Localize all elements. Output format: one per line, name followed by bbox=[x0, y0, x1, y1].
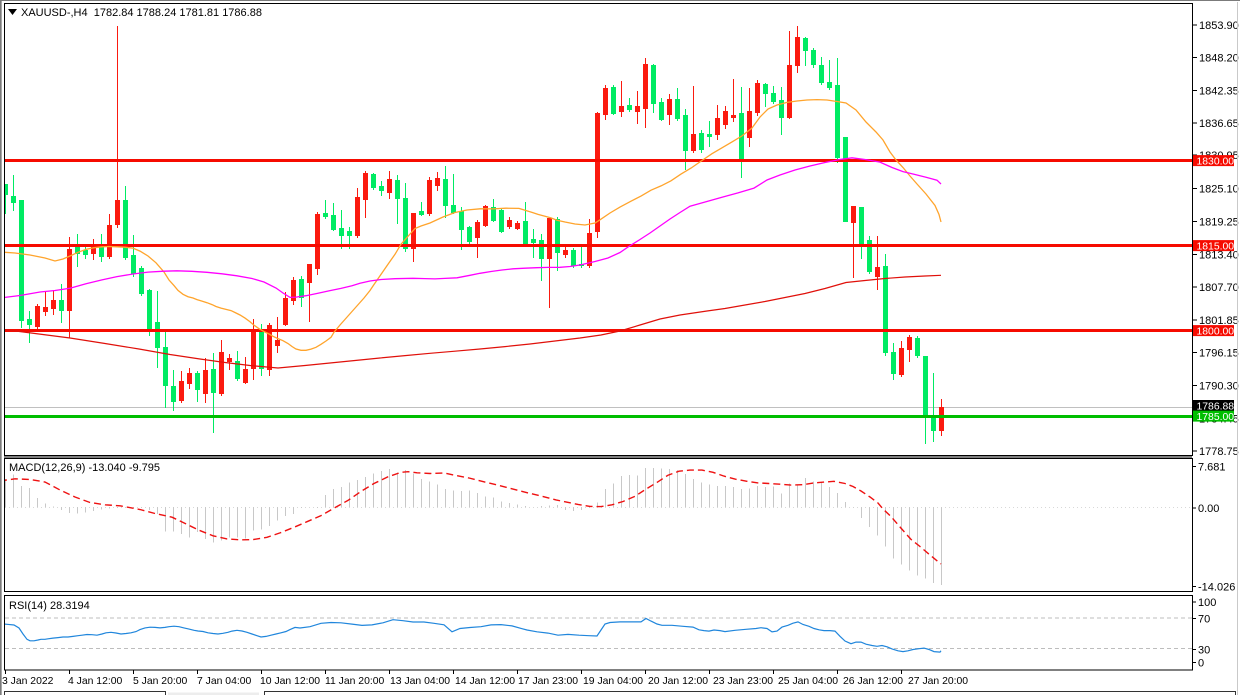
svg-text:17 Jan 23:00: 17 Jan 23:00 bbox=[518, 676, 578, 687]
svg-text:-14.026: -14.026 bbox=[1198, 581, 1235, 593]
svg-text:7 Jan 04:00: 7 Jan 04:00 bbox=[197, 676, 252, 687]
svg-text:11 Jan 20:00: 11 Jan 20:00 bbox=[325, 676, 385, 687]
svg-text:14 Jan 12:00: 14 Jan 12:00 bbox=[455, 676, 515, 687]
svg-text:7.681: 7.681 bbox=[1198, 462, 1226, 474]
svg-text:4 Jan 12:00: 4 Jan 12:00 bbox=[68, 676, 123, 687]
svg-text:25 Jan 04:00: 25 Jan 04:00 bbox=[778, 676, 838, 687]
svg-text:100: 100 bbox=[1198, 597, 1216, 609]
svg-text:1853.90: 1853.90 bbox=[1199, 20, 1239, 32]
svg-text:1790.30: 1790.30 bbox=[1199, 381, 1239, 393]
svg-text:0.00: 0.00 bbox=[1198, 503, 1219, 515]
svg-text:1836.65: 1836.65 bbox=[1199, 118, 1239, 130]
svg-text:3 Jan 2022: 3 Jan 2022 bbox=[2, 676, 54, 687]
svg-text:1815.00: 1815.00 bbox=[1197, 241, 1235, 252]
svg-text:XAUUSD-,H4 1782.84 1788.24 17: XAUUSD-,H4 1782.84 1788.24 1781.81 1786.… bbox=[21, 7, 262, 19]
svg-text:27 Jan 20:00: 27 Jan 20:00 bbox=[908, 676, 968, 687]
svg-text:0: 0 bbox=[1198, 658, 1204, 670]
svg-text:1796.15: 1796.15 bbox=[1199, 347, 1239, 359]
svg-text:1825.10: 1825.10 bbox=[1199, 183, 1239, 195]
svg-text:70: 70 bbox=[1198, 613, 1210, 625]
svg-text:1785.00: 1785.00 bbox=[1197, 412, 1235, 423]
svg-text:10 Jan 12:00: 10 Jan 12:00 bbox=[260, 676, 320, 687]
svg-text:1801.85: 1801.85 bbox=[1199, 315, 1239, 327]
svg-text:20 Jan 12:00: 20 Jan 12:00 bbox=[648, 676, 708, 687]
svg-text:23 Jan 23:00: 23 Jan 23:00 bbox=[713, 676, 773, 687]
svg-text:1778.75: 1778.75 bbox=[1199, 446, 1239, 458]
svg-text:30: 30 bbox=[1198, 644, 1210, 656]
svg-text:1848.20: 1848.20 bbox=[1199, 53, 1239, 65]
svg-text:RSI(14) 28.3194: RSI(14) 28.3194 bbox=[9, 600, 90, 612]
svg-text:13 Jan 04:00: 13 Jan 04:00 bbox=[390, 676, 450, 687]
svg-text:1842.35: 1842.35 bbox=[1199, 86, 1239, 98]
svg-text:1786.88: 1786.88 bbox=[1197, 401, 1235, 412]
svg-text:1813.40: 1813.40 bbox=[1199, 250, 1239, 262]
svg-text:1800.00: 1800.00 bbox=[1197, 326, 1235, 337]
svg-text:19 Jan 04:00: 19 Jan 04:00 bbox=[583, 676, 643, 687]
svg-text:1819.25: 1819.25 bbox=[1199, 217, 1239, 229]
svg-text:5 Jan 20:00: 5 Jan 20:00 bbox=[133, 676, 188, 687]
svg-text:1830.00: 1830.00 bbox=[1197, 156, 1235, 167]
svg-text:26 Jan 12:00: 26 Jan 12:00 bbox=[843, 676, 903, 687]
svg-text:MACD(12,26,9) -13.040 -9.795: MACD(12,26,9) -13.040 -9.795 bbox=[9, 462, 160, 474]
svg-text:1807.70: 1807.70 bbox=[1199, 282, 1239, 294]
